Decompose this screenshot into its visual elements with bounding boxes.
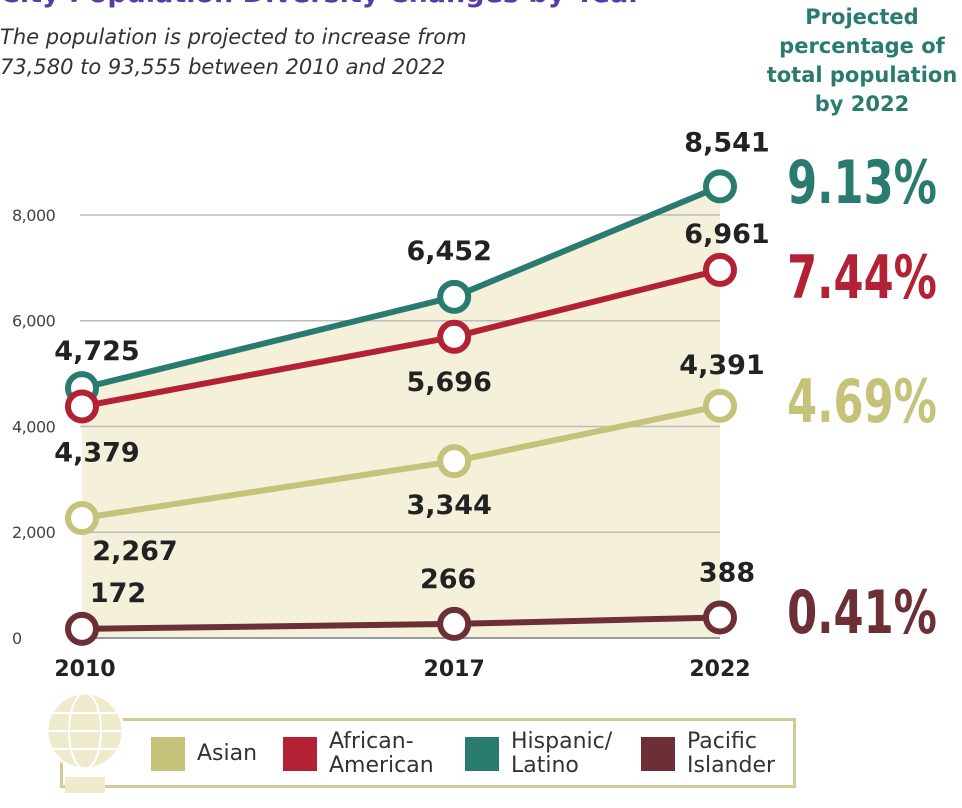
legend-label: African- American [329,729,434,778]
point [437,606,472,641]
legend-label: Hispanic/ Latino [511,729,613,778]
legend-label: Pacific Islander [687,729,776,778]
legend-item: African- American [283,729,434,779]
legend-swatch [641,737,675,771]
projected-share: 7.44% [787,243,937,313]
chart-title: City Population Diversity Changes by Yea… [0,0,642,9]
share-group: 7.44% [787,243,937,313]
y-tick-label: 4,000 [12,417,56,436]
data-label: 4,391 [679,350,764,381]
point [437,279,472,314]
data-label: 388 [699,557,755,588]
y-tick-label: 8,000 [12,206,56,225]
legend-item: Pacific Islander [641,729,775,779]
data-label: 6,961 [684,219,769,250]
share-group: 4.69% [787,367,937,437]
point [703,252,737,287]
point [703,600,737,635]
projection-heading: Projected [805,5,918,29]
projected-share: 0.41% [787,578,937,648]
share-group: 9.13% [787,148,937,218]
data-label: 4,379 [54,437,139,468]
x-tick-label: 2010 [54,657,115,682]
projected-share: 9.13% [787,148,937,218]
y-tick-label: 2,000 [12,523,56,542]
data-label: 172 [90,578,146,609]
legend-swatch [283,737,317,771]
data-label: 266 [420,564,476,595]
data-label: 8,541 [684,127,769,158]
y-tick-label: 6,000 [12,312,56,331]
projection-heading: percentage of [779,34,945,58]
data-label: 5,696 [406,367,491,398]
point [437,319,472,354]
projection-heading: total population [767,63,958,87]
point [65,611,99,646]
data-label: 6,452 [406,236,491,267]
x-tick-label: 2017 [424,657,485,682]
legend-label: Asian [197,741,258,766]
data-label: 4,725 [54,336,139,367]
point [65,501,99,536]
legend-item: Hispanic/ Latino [465,729,612,779]
legend: Asian African- American Hispanic/ Latino Pa… [45,691,796,793]
legend-item: Asian [151,729,257,779]
subtitle: The population is projected to increase … [0,25,467,49]
globe-icon [45,691,125,793]
point [703,388,737,423]
y-tick-label: 0 [12,629,22,648]
legend-swatch [465,737,499,771]
area [82,186,720,638]
x-tick-label: 2022 [689,657,750,682]
legend-swatch [151,737,185,771]
projected-share: 4.69% [787,367,937,437]
point [437,444,472,479]
projection-heading: by 2022 [815,92,909,116]
point [703,169,737,204]
share-group: 0.41% [787,578,937,648]
point [65,389,99,424]
data-label: 3,344 [406,490,491,521]
data-label: 2,267 [92,536,177,567]
subtitle: 73,580 to 93,555 between 2010 and 2022 [0,55,445,79]
